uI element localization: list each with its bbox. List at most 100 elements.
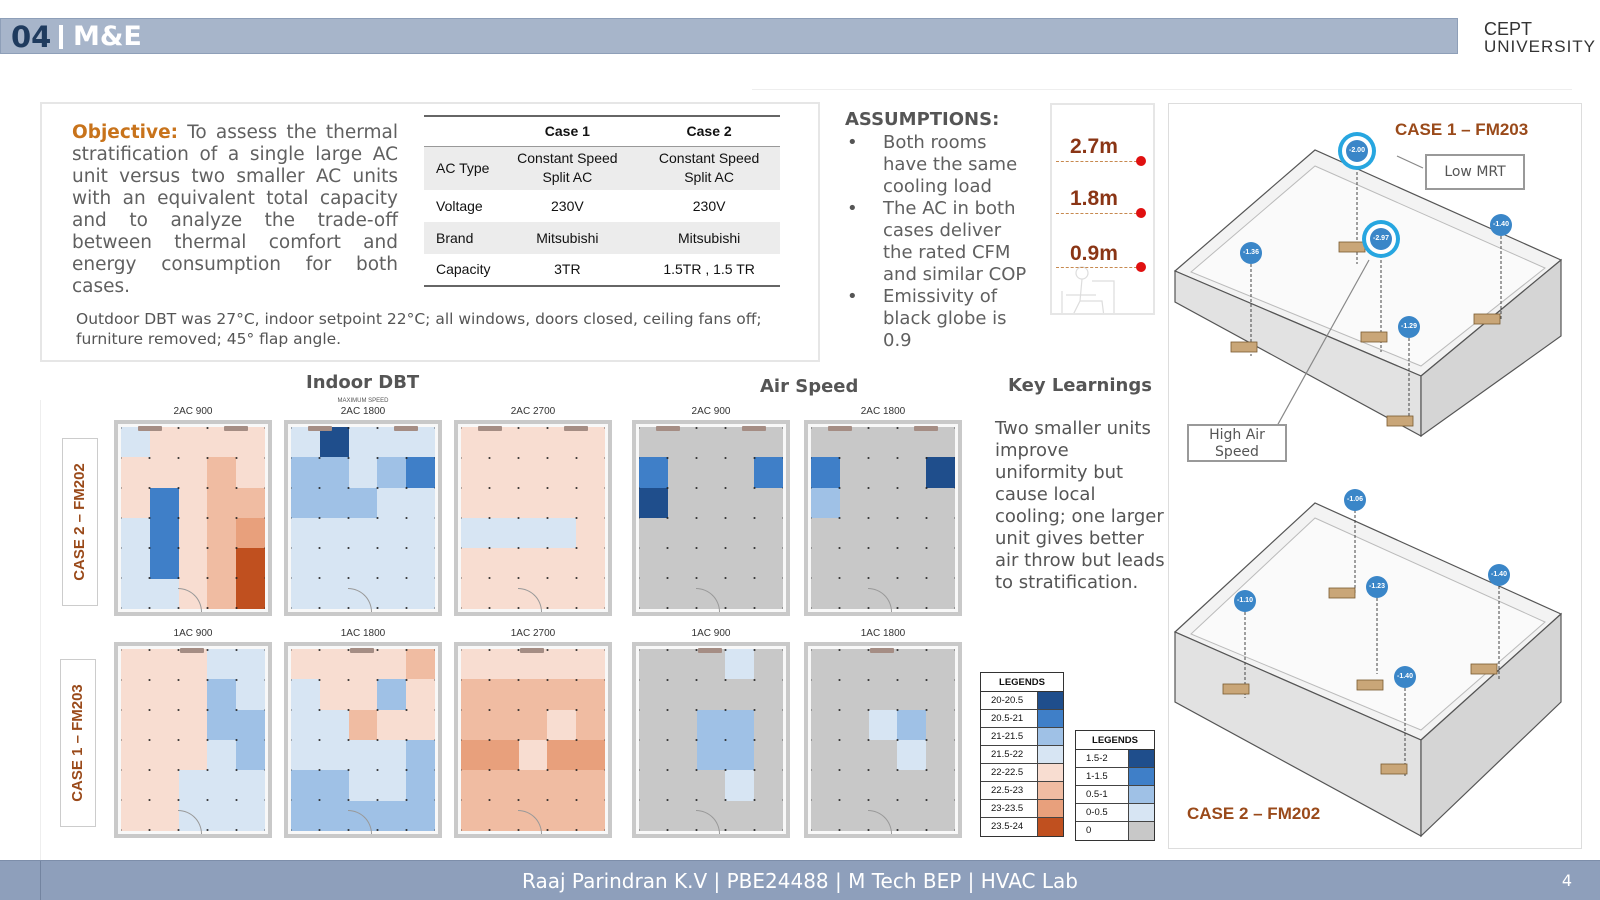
heatmap-cell [377, 800, 407, 831]
heatmap-cell [319, 548, 349, 579]
floor-plan-dbt-case2 [454, 420, 612, 616]
key-learnings-title: Key Learnings [1008, 375, 1152, 396]
heatmap-grid [461, 649, 605, 831]
mrt-marker: -2.00 [1346, 140, 1368, 162]
heatmap-cell [319, 649, 349, 680]
ac-unit-icon [478, 426, 502, 431]
heatmap-cell [291, 457, 320, 488]
legend-row: 21-21.5 [981, 728, 1063, 746]
legend-row: 0-0.5 [1076, 804, 1154, 822]
heatmap-cell [926, 548, 955, 579]
heatmap-cell [926, 770, 955, 801]
heatmap-cell [926, 800, 955, 831]
heatmap-cell [236, 487, 265, 518]
heatmap-cell [725, 518, 755, 549]
heatmap-cell [696, 487, 726, 518]
page-number: 4 [1561, 871, 1572, 890]
heatmap-cell [639, 487, 668, 518]
heatmap-cell [377, 487, 407, 518]
heatmap-cell [667, 427, 697, 458]
heatmap-cell [897, 548, 927, 579]
heatmap-cell [839, 427, 869, 458]
air-callout-leader [1266, 259, 1370, 445]
left-rule [40, 400, 41, 860]
heatmap-cell [207, 578, 237, 609]
map-caption: 1AC 2700 [510, 628, 556, 639]
heatmap-cell [811, 548, 840, 579]
heatmap-cell [839, 487, 869, 518]
row-label-text: CASE 1 – FM203 [69, 684, 86, 802]
heatmap-cell [348, 649, 378, 680]
heatmap-cell [547, 709, 577, 740]
heatmap-cell [461, 487, 490, 518]
heatmap-cell [236, 427, 265, 458]
footer-text: Raaj Parindran K.V | PBE24488 | M Tech B… [522, 869, 1078, 893]
heatmap-cell [547, 770, 577, 801]
legend-swatch [1037, 692, 1063, 709]
objective-panel: Objective: To assess the thermal stratif… [40, 102, 820, 362]
heatmap-cell [406, 427, 435, 458]
legend-swatch [1128, 786, 1154, 803]
high-air-speed-callout: High Air Speed [1187, 424, 1287, 462]
heatmap-cell [754, 740, 783, 771]
objective-body: To assess the thermal stratification of … [72, 122, 398, 297]
heatmap-cell [207, 487, 237, 518]
legend-swatch [1037, 746, 1063, 763]
heatmap-cell [576, 518, 605, 549]
heatmap-cell [149, 427, 179, 458]
legend-label: 0.5-1 [1086, 789, 1108, 800]
heatmap-cell [518, 548, 548, 579]
heatmap-cell [178, 709, 208, 740]
heatmap-cell [178, 548, 208, 579]
map-caption: 1AC 1800 [860, 628, 906, 639]
heatmap-cell [547, 740, 577, 771]
ac-unit-icon [564, 426, 588, 431]
table-cell: 230V [551, 197, 584, 214]
heatmap-cell [868, 548, 898, 579]
heatmap-cell [291, 709, 320, 740]
heatmap-cell [576, 800, 605, 831]
heatmap-cell [576, 457, 605, 488]
room-case1 [1173, 149, 1563, 438]
heatmap-cell [725, 548, 755, 579]
heatmap-cell [207, 649, 237, 680]
ac-unit-icon [138, 426, 162, 431]
heatmap-cell [868, 487, 898, 518]
heatmap-cell [667, 518, 697, 549]
heatmap-cell [461, 578, 490, 609]
heatmap-cell [576, 770, 605, 801]
heatmap-cell [319, 679, 349, 710]
air-speed-legend: LEGENDS 1.5-2 1-1.5 0.5-1 0-0.5 0 [1075, 730, 1155, 841]
heatmap-cell [121, 770, 150, 801]
heatmap-cell [489, 457, 519, 488]
heatmap-cell [839, 578, 869, 609]
heatmap-cell [839, 770, 869, 801]
table-row: AC Type Constant Speed Split AC Constant… [424, 146, 780, 190]
heatmap-cell [149, 649, 179, 680]
map-caption: 1AC 1800 [340, 628, 386, 639]
heatmap-cell [926, 518, 955, 549]
ac-unit-icon [870, 648, 894, 653]
heatmap-cell [696, 457, 726, 488]
table-cell: Constant Speed Split AC [638, 146, 780, 190]
table-header-cell [424, 115, 497, 147]
heatmap-cell [754, 578, 783, 609]
heatmap-cell [868, 649, 898, 680]
heatmap-cell [868, 770, 898, 801]
heatmap-cell [207, 457, 237, 488]
heatmap-cell [377, 770, 407, 801]
ac-unit-icon [742, 426, 766, 431]
ac-unit-icon [656, 426, 680, 431]
heatmap-cell [207, 548, 237, 579]
heatmap-cell [576, 740, 605, 771]
legend-row: 0.5-1 [1076, 786, 1154, 804]
legend-swatch [1037, 782, 1063, 799]
heatmap-cell [121, 487, 150, 518]
heatmap-cell [696, 548, 726, 579]
legend-label: 20-20.5 [991, 695, 1024, 706]
legend-row: 23.5-24 [981, 818, 1063, 836]
heatmap-cell [696, 740, 726, 771]
heatmap-cell [926, 457, 955, 488]
sensor-poles [1244, 152, 1502, 776]
heatmap-cell [377, 548, 407, 579]
